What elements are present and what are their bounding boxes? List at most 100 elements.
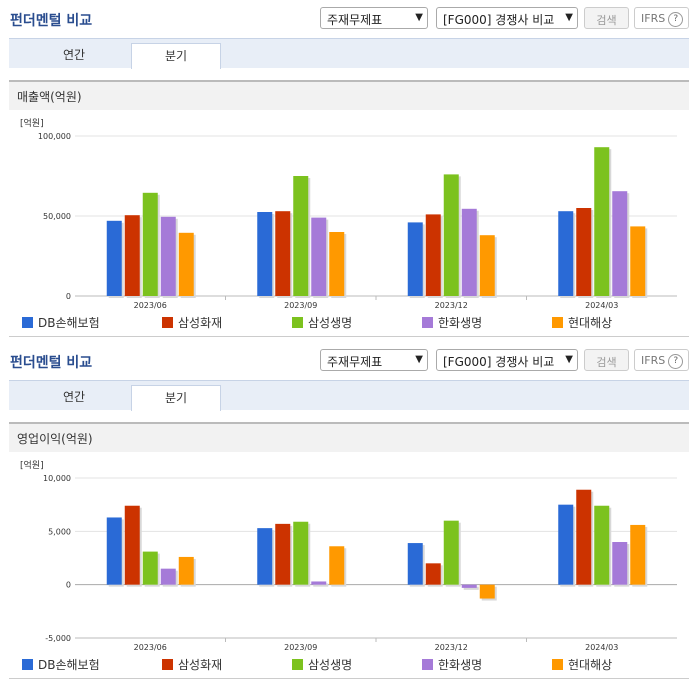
legend-swatch [292, 659, 303, 670]
legend-label: DB손해보험 [38, 316, 100, 330]
ifrs-button[interactable]: IFRS? [634, 7, 689, 29]
legend-label: 한화생명 [438, 658, 483, 672]
legend-swatch [422, 659, 433, 670]
bar [311, 581, 327, 585]
bar [407, 222, 423, 296]
bar [576, 208, 592, 296]
legend-item[interactable]: 현대해상 [552, 656, 612, 673]
legend-item[interactable]: DB손해보험 [22, 656, 100, 673]
legend-label: 삼성생명 [308, 658, 353, 672]
y-tick-label: 100,000 [38, 132, 71, 141]
legend-swatch [22, 317, 33, 328]
bar [594, 147, 610, 296]
chevron-down-icon: ▼ [565, 354, 573, 365]
compare-select[interactable]: [FG000] 경쟁사 비교 ▼ [436, 349, 578, 371]
bar [124, 505, 140, 585]
compare-select[interactable]: [FG000] 경쟁사 비교 ▼ [436, 7, 578, 29]
bar [630, 524, 646, 585]
bar [612, 191, 628, 296]
chevron-down-icon: ▼ [415, 354, 423, 365]
fundamental-section-revenue: 펀더멘털 비교 주재무제표 ▼ [FG000] 경쟁사 비교 ▼ 검색 IFRS… [9, 7, 689, 337]
help-icon[interactable]: ? [668, 354, 684, 369]
tab-quarterly[interactable]: 분기 [131, 43, 221, 69]
section-title: 펀더멘털 비교 [10, 355, 93, 371]
bar [479, 235, 495, 296]
bar [558, 504, 574, 585]
y-tick-label: 0 [66, 581, 71, 590]
legend-swatch [422, 317, 433, 328]
legend-item[interactable]: 현대해상 [552, 314, 612, 331]
legend-label: 삼성화재 [178, 658, 223, 672]
bar [558, 211, 574, 296]
x-tick-label: 2023/09 [284, 643, 317, 652]
y-tick-label: 5,000 [48, 527, 71, 536]
legend-item[interactable]: 삼성화재 [162, 656, 222, 673]
search-button[interactable]: 검색 [584, 349, 629, 371]
bar [630, 226, 646, 296]
operating-income-chart: [억원] 10,000 5,000 0 -5,000 2023/06 2023/09 2023… [9, 454, 689, 654]
bar [142, 551, 158, 585]
bar [142, 192, 158, 296]
statement-select[interactable]: 주재무제표 ▼ [320, 349, 428, 371]
y-tick-label: -5,000 [45, 634, 71, 643]
bar [257, 212, 273, 296]
section-title: 펀더멘털 비교 [10, 13, 93, 29]
divider [9, 678, 689, 679]
y-tick-label: 50,000 [43, 212, 71, 221]
divider [9, 336, 689, 337]
bar [106, 517, 122, 585]
chevron-down-icon: ▼ [415, 12, 423, 23]
y-unit-label: [억원] [20, 117, 44, 129]
ifrs-button[interactable]: IFRS? [634, 349, 689, 371]
bar [106, 220, 122, 296]
legend-item[interactable]: DB손해보험 [22, 314, 100, 331]
bar [275, 211, 291, 296]
bar [461, 584, 477, 588]
x-tick-label: 2023/12 [435, 301, 468, 310]
legend-swatch [162, 317, 173, 328]
legend-item[interactable]: 한화생명 [422, 314, 482, 331]
legend-item[interactable]: 삼성생명 [292, 314, 352, 331]
x-tick-label: 2023/09 [284, 301, 317, 310]
y-unit-label: [억원] [20, 459, 44, 471]
legend-swatch [292, 317, 303, 328]
bar [425, 563, 441, 585]
x-tick-label: 2023/06 [134, 643, 167, 652]
bar [594, 505, 610, 585]
legend-label: 한화생명 [438, 316, 483, 330]
legend-item[interactable]: 한화생명 [422, 656, 482, 673]
x-tick-label: 2023/06 [134, 301, 167, 310]
x-tick-label: 2023/12 [435, 643, 468, 652]
compare-select-value: [FG000] 경쟁사 비교 [443, 13, 555, 27]
statement-select-value: 주재무제표 [327, 13, 383, 27]
legend-swatch [552, 317, 563, 328]
bar [257, 528, 273, 585]
bar [311, 217, 327, 296]
statement-select[interactable]: 주재무제표 ▼ [320, 7, 428, 29]
ifrs-label: IFRS [641, 12, 666, 25]
help-icon[interactable]: ? [668, 12, 684, 27]
legend-item[interactable]: 삼성생명 [292, 656, 352, 673]
bar [576, 489, 592, 585]
tab-quarterly[interactable]: 분기 [131, 385, 221, 411]
bar [479, 584, 495, 599]
bar-shadow [313, 583, 329, 587]
search-button[interactable]: 검색 [584, 7, 629, 29]
bar [329, 232, 345, 296]
legend-label: 삼성화재 [178, 316, 223, 330]
legend-label: 삼성생명 [308, 316, 353, 330]
bar [461, 208, 477, 296]
legend-label: DB손해보험 [38, 658, 100, 672]
y-tick-label: 0 [66, 292, 71, 301]
legend-label: 현대해상 [568, 658, 613, 672]
tab-annual[interactable]: 연간 [62, 48, 86, 62]
legend-item[interactable]: 삼성화재 [162, 314, 222, 331]
tab-annual[interactable]: 연간 [62, 390, 86, 404]
bar [124, 215, 140, 296]
bar-shadow [463, 586, 479, 590]
chart-header: 영업이익(억원) [9, 422, 689, 452]
operating-income-chart-svg: [억원] 10,000 5,000 0 -5,000 2023/06 2023/09 2023… [20, 459, 677, 652]
compare-select-value: [FG000] 경쟁사 비교 [443, 355, 555, 369]
bar [293, 521, 309, 585]
revenue-chart-svg: [억원] 100,000 50,000 0 2023/06 2023/09 2023/12 2… [20, 117, 677, 310]
